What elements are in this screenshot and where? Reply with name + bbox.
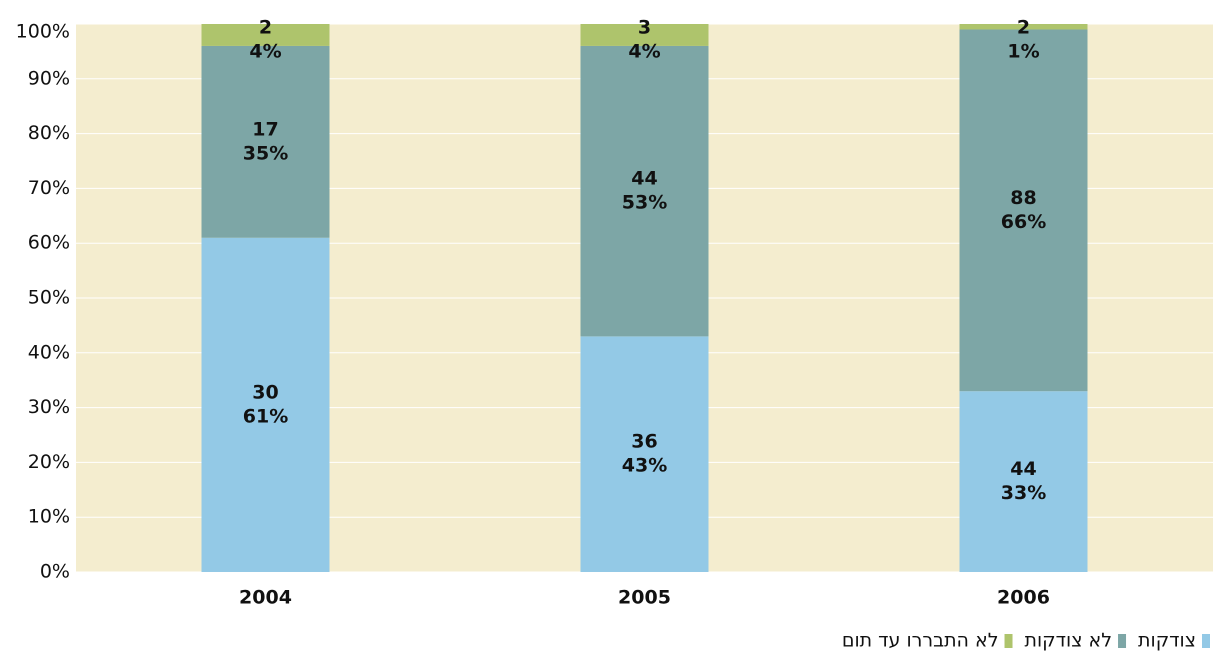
y-tick-label: 10% xyxy=(28,506,70,528)
y-tick-label: 40% xyxy=(28,341,70,363)
data-label: 53% xyxy=(622,192,667,214)
legend-label: לא צודקות xyxy=(1025,630,1113,652)
data-label: 35% xyxy=(243,142,288,164)
data-label: 1% xyxy=(1007,41,1039,63)
x-tick-label: 2005 xyxy=(618,587,671,609)
bar-segment xyxy=(201,45,330,238)
y-tick-label: 80% xyxy=(28,122,70,144)
data-count: 44 xyxy=(1010,458,1036,480)
data-count: 17 xyxy=(252,118,278,140)
data-count: 30 xyxy=(252,381,278,403)
bar-segment xyxy=(580,45,709,337)
y-tick-label: 50% xyxy=(28,287,70,309)
data-label: 4% xyxy=(628,41,660,63)
legend-label: צודקות xyxy=(1138,630,1196,652)
bar-segment xyxy=(959,29,1088,392)
y-tick-label: 70% xyxy=(28,177,70,199)
y-tick-label: 60% xyxy=(28,232,70,254)
y-tick-label: 90% xyxy=(28,67,70,89)
data-count: 3 xyxy=(638,17,651,39)
legend-label: לא התבררו עד תום xyxy=(842,630,999,652)
data-count: 2 xyxy=(1017,17,1030,39)
data-label: 43% xyxy=(622,455,667,477)
y-tick-label: 20% xyxy=(28,451,70,473)
x-tick-label: 2006 xyxy=(997,587,1050,609)
bar-segment xyxy=(580,24,709,46)
bar-segment xyxy=(201,237,330,572)
legend-swatch xyxy=(1202,634,1210,648)
bar-segment xyxy=(580,336,709,572)
y-tick-label: 30% xyxy=(28,396,70,418)
y-tick-label: 0% xyxy=(40,561,70,583)
bar-segment xyxy=(959,24,1088,30)
data-count: 2 xyxy=(259,17,272,39)
data-count: 44 xyxy=(631,168,657,190)
data-count: 36 xyxy=(631,431,657,453)
bar-segment xyxy=(959,391,1088,572)
data-label: 33% xyxy=(1001,482,1046,504)
legend-swatch xyxy=(1004,634,1013,648)
data-label: 66% xyxy=(1001,211,1046,233)
bar-segment xyxy=(201,24,330,46)
data-label: 4% xyxy=(249,41,281,63)
legend-swatch xyxy=(1118,634,1127,648)
y-tick-label: 100% xyxy=(16,21,70,43)
data-label: 61% xyxy=(243,405,288,427)
x-tick-label: 2004 xyxy=(239,587,292,609)
data-count: 88 xyxy=(1010,187,1036,209)
